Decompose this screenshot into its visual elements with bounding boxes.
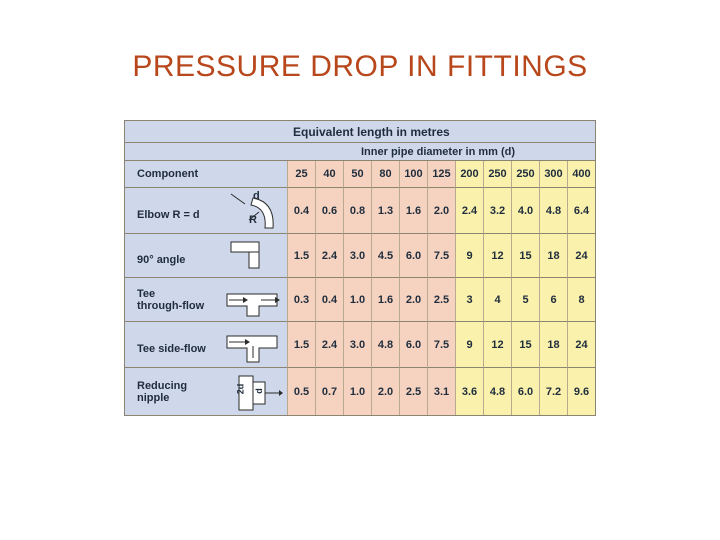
table-subheader-label: Inner pipe diameter in mm (d) [361,146,516,158]
value-cell: 6 [539,277,567,321]
row-label-cell: Reducing nipple 2d d [125,367,287,415]
diameter-header-cell: 400 [567,161,595,187]
value-cell: 1.3 [371,187,399,233]
nipple-small-diameter-label: d [253,388,264,394]
diameter-header-cell: 125 [427,161,455,187]
diameter-header-cell: 250 [511,161,539,187]
value-cell: 15 [511,321,539,367]
value-cell: 1.6 [371,277,399,321]
equivalent-length-table: Equivalent length in metres Inner pipe d… [124,120,596,416]
value-cell: 0.6 [315,187,343,233]
diameter-header-cell: 50 [343,161,371,187]
value-cell: 18 [539,233,567,277]
component-header-label: Component [137,168,199,180]
value-cell: 4 [483,277,511,321]
diameter-header-cell: 40 [315,161,343,187]
row-label-cell: Tee through-flow [125,277,287,321]
value-cell: 2.5 [427,277,455,321]
value-cell: 4.8 [483,367,511,415]
values-grid: 25 40 50 80 100 125 200 250 250 300 400 0.4 0.6 0.8 1.… [287,161,595,415]
value-cell: 5 [511,277,539,321]
diameter-header-cell: 300 [539,161,567,187]
value-cell: 6.0 [399,233,427,277]
value-cell: 6.0 [511,367,539,415]
row-label: Reducing nipple [137,380,188,404]
value-cell: 4.0 [511,187,539,233]
value-cell: 2.0 [427,187,455,233]
value-cell: 2.0 [399,277,427,321]
value-cell: 4.5 [371,233,399,277]
table-header: Equivalent length in metres [125,121,595,143]
value-cell: 6.4 [567,187,595,233]
value-cell: 0.3 [287,277,315,321]
value-cell: 1.0 [343,277,371,321]
tee-through-icon [226,293,280,317]
value-cell: 24 [567,233,595,277]
diameter-header-cell: 200 [455,161,483,187]
row-label-cell: 90° angle [125,233,287,277]
value-cell: 15 [511,233,539,277]
row-label: Tee through-flow [137,288,205,312]
value-cell: 1.0 [343,367,371,415]
value-cell: 2.4 [315,233,343,277]
value-cell: 9.6 [567,367,595,415]
diameter-header-cell: 100 [399,161,427,187]
value-cell: 0.5 [287,367,315,415]
value-cell: 3.2 [483,187,511,233]
value-cell: 18 [539,321,567,367]
value-cell: 8 [567,277,595,321]
value-cell: 4.8 [371,321,399,367]
value-cell: 6.0 [399,321,427,367]
value-cell: 3.0 [343,321,371,367]
value-cell: 2.4 [315,321,343,367]
value-cell: 1.5 [287,321,315,367]
value-cell: 24 [567,321,595,367]
reducing-nipple-icon [238,375,283,411]
diameter-header-cell: 25 [287,161,315,187]
row-label-cell: Tee side-flow [125,321,287,367]
row-label: 90° angle [137,254,186,266]
value-cell: 3.6 [455,367,483,415]
value-cell: 3.1 [427,367,455,415]
value-cell: 12 [483,321,511,367]
value-cell: 12 [483,233,511,277]
value-cell: 3.0 [343,233,371,277]
value-cell: 1.5 [287,233,315,277]
value-cell: 0.7 [315,367,343,415]
table-header-label: Equivalent length in metres [293,125,450,139]
value-cell: 3 [455,277,483,321]
value-cell: 7.5 [427,233,455,277]
value-cell: 2.0 [371,367,399,415]
nipple-large-diameter-label: 2d [235,383,246,395]
value-cell: 7.2 [539,367,567,415]
slide-title: PRESSURE DROP IN FITTINGS [132,50,588,83]
value-cell: 0.8 [343,187,371,233]
value-cell: 2.4 [455,187,483,233]
elbow-icon [230,193,274,229]
diameter-header-cell: 80 [371,161,399,187]
value-cell: 2.5 [399,367,427,415]
component-header: Component [125,161,287,187]
elbow-radius-label: R [249,214,257,226]
row-label: Elbow R = d [137,209,200,221]
elbow-diameter-label: d [253,190,260,202]
value-cell: 0.4 [287,187,315,233]
value-cell: 0.4 [315,277,343,321]
value-cell: 1.6 [399,187,427,233]
table-subheader: Inner pipe diameter in mm (d) [125,143,595,161]
value-cell: 9 [455,233,483,277]
angle-90-icon [230,241,260,269]
value-cell: 4.8 [539,187,567,233]
value-cell: 9 [455,321,483,367]
value-cell: 7.5 [427,321,455,367]
diameter-header-cell: 250 [483,161,511,187]
tee-side-icon [226,335,278,363]
row-label: Tee side-flow [137,343,206,355]
